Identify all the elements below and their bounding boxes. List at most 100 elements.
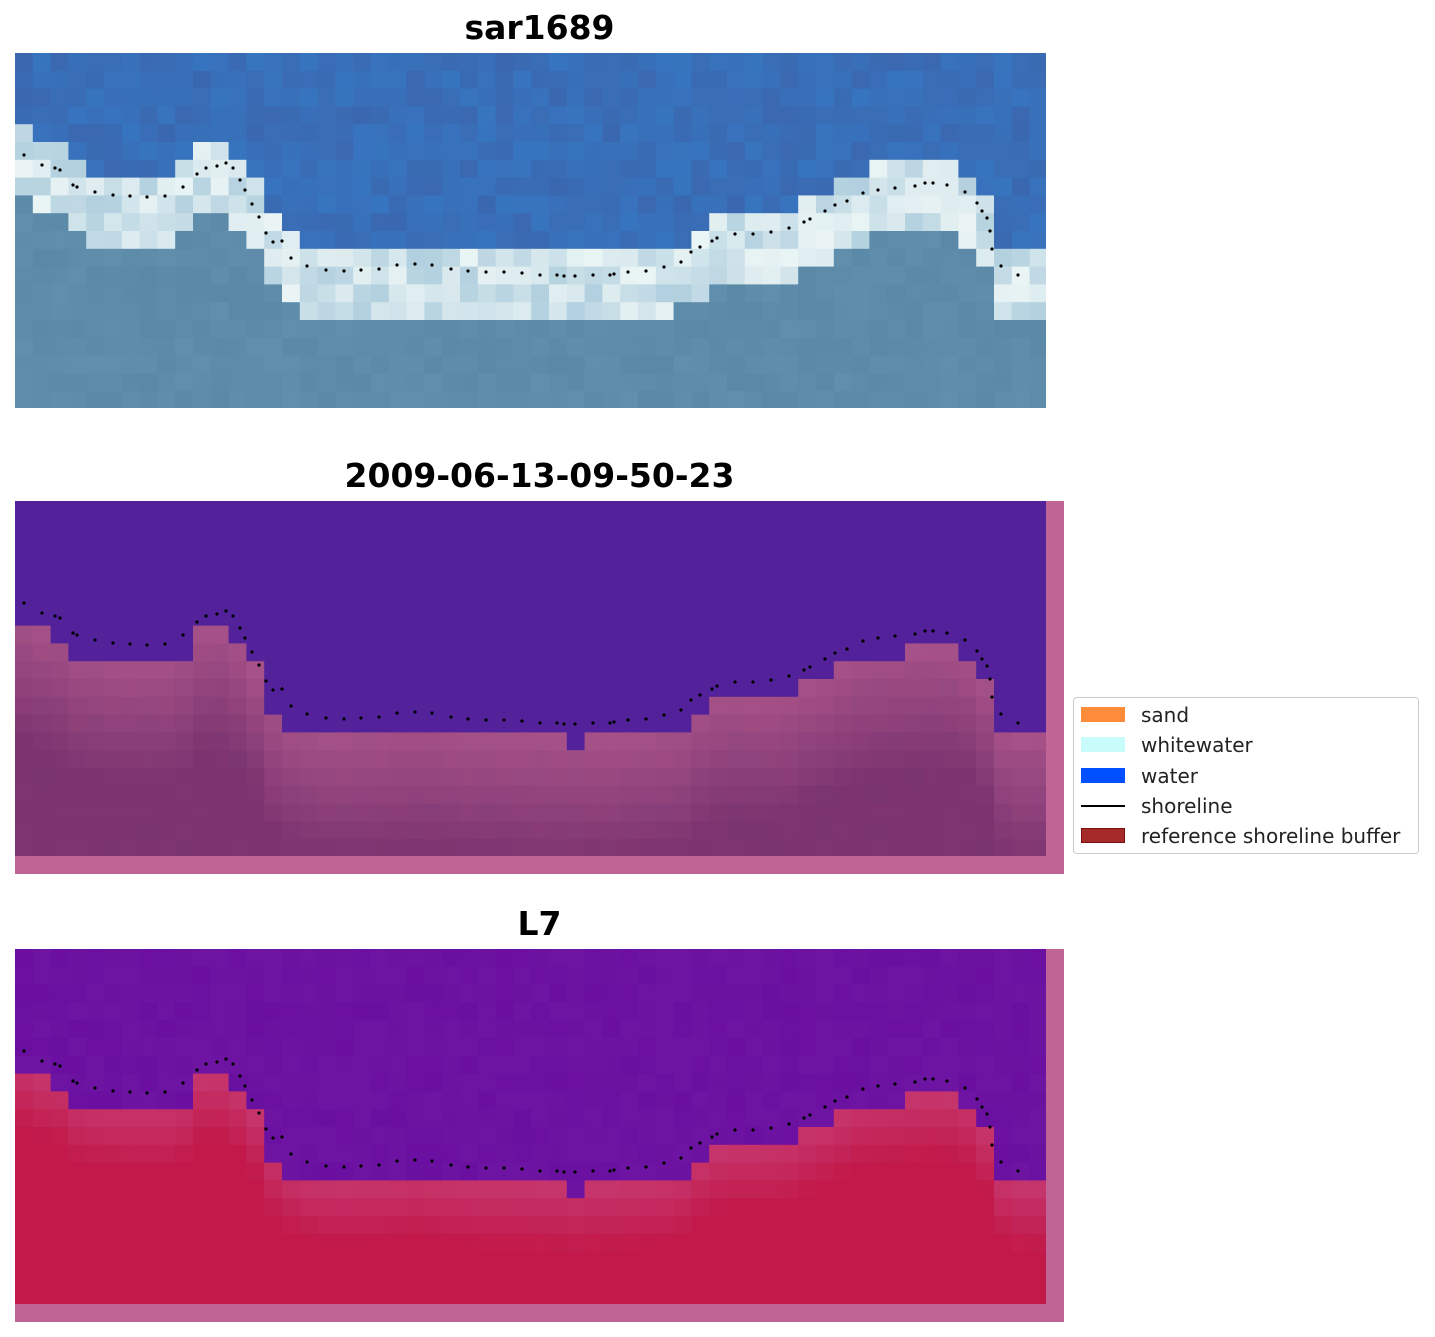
raster-cell — [1011, 501, 1031, 520]
raster-cell — [798, 966, 817, 986]
raster-cell — [905, 320, 924, 339]
raster-cell — [424, 159, 443, 179]
raster-cell — [353, 661, 372, 680]
raster-cell — [32, 590, 52, 609]
raster-cell — [32, 643, 52, 662]
raster-cell — [299, 732, 319, 751]
shoreline-point — [573, 722, 577, 726]
raster-cell — [353, 53, 372, 72]
raster-cell — [958, 1002, 977, 1021]
raster-cell — [121, 1020, 141, 1039]
raster-cell — [157, 337, 176, 357]
raster-cell — [673, 106, 692, 125]
raster-cell — [388, 536, 408, 555]
raster-cell — [15, 643, 34, 662]
raster-cell — [994, 1002, 1013, 1021]
raster-cell — [317, 732, 336, 751]
raster-cell — [691, 213, 710, 232]
raster-cell — [851, 142, 870, 161]
raster-cell — [887, 88, 906, 107]
raster-cell — [424, 88, 443, 107]
raster-cell — [317, 785, 336, 805]
raster-cell — [833, 643, 853, 662]
raster-cell — [958, 1269, 977, 1288]
raster-cell — [691, 696, 710, 716]
raster-cell — [922, 750, 942, 769]
raster-cell — [1011, 839, 1031, 858]
raster-cell — [86, 1144, 105, 1164]
raster-cell — [905, 821, 924, 840]
raster-cell — [282, 518, 301, 538]
raster-cell — [976, 391, 995, 408]
raster-cell — [958, 696, 977, 716]
raster-cell — [887, 696, 906, 716]
raster-cell — [353, 803, 372, 822]
raster-cell — [584, 1127, 603, 1146]
shoreline-point — [644, 269, 648, 273]
raster-cell — [68, 518, 87, 538]
raster-cell — [50, 679, 69, 698]
raster-cell — [531, 1127, 550, 1146]
raster-cell — [940, 839, 959, 858]
raster-cell — [460, 106, 479, 125]
raster-cell — [335, 679, 354, 698]
raster-cell — [744, 1269, 764, 1288]
raster-cell — [406, 302, 425, 321]
raster-cell — [584, 661, 603, 680]
raster-cell — [940, 803, 959, 822]
raster-cell — [833, 607, 853, 627]
raster-cell — [798, 1109, 817, 1128]
raster-cell — [513, 1073, 532, 1092]
raster-cell — [193, 696, 212, 716]
raster-cell — [495, 1020, 514, 1039]
raster-cell — [744, 1091, 764, 1110]
raster-cell — [673, 661, 692, 680]
raster-cell — [495, 248, 514, 268]
raster-cell — [121, 1109, 141, 1128]
raster-cell — [388, 1144, 408, 1164]
raster-cell — [905, 231, 924, 250]
raster-cell — [602, 966, 621, 986]
raster-cell — [798, 768, 817, 787]
raster-cell — [477, 70, 497, 90]
raster-cell — [922, 1091, 942, 1110]
raster-cell — [922, 248, 942, 268]
raster-cell — [264, 159, 283, 179]
raster-cell — [994, 53, 1013, 72]
raster-cell — [157, 248, 176, 268]
raster-cell — [388, 124, 408, 143]
raster-cell — [335, 1144, 354, 1164]
raster-cell — [15, 1162, 34, 1181]
raster-cell — [922, 266, 942, 285]
raster-cell — [371, 536, 390, 555]
raster-cell — [976, 1055, 995, 1075]
raster-cell — [50, 248, 69, 268]
raster-cell — [477, 949, 497, 968]
raster-cell — [317, 124, 336, 143]
raster-cell — [727, 572, 746, 591]
raster-cell — [620, 1269, 639, 1288]
raster-cell — [68, 696, 87, 716]
raster-cell — [282, 1287, 301, 1306]
raster-cell — [922, 53, 942, 72]
raster-cell — [620, 1073, 639, 1092]
raster-cell — [157, 1233, 176, 1253]
raster-cell — [157, 391, 176, 408]
raster-cell — [584, 607, 603, 627]
raster-cell — [816, 1144, 835, 1164]
raster-cell — [442, 302, 461, 321]
raster-cell — [709, 661, 728, 680]
raster-cell — [833, 732, 853, 751]
raster-cell — [994, 785, 1013, 805]
raster-cell — [1011, 337, 1031, 357]
raster-cell — [121, 195, 141, 214]
raster-cell — [531, 768, 550, 787]
raster-cell — [317, 53, 336, 72]
title-panel-2: 2009-06-13-09-50-23 — [344, 456, 735, 495]
raster-cell — [1029, 373, 1046, 392]
raster-cell — [157, 106, 176, 125]
raster-cell — [887, 177, 906, 196]
raster-cell — [762, 53, 781, 72]
raster-cell — [50, 213, 69, 232]
raster-cell — [1029, 966, 1048, 986]
